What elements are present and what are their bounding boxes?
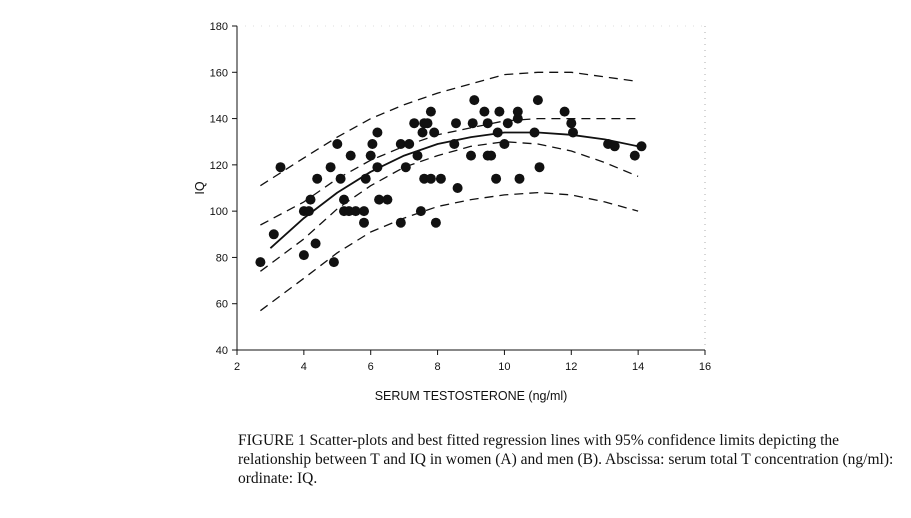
data-point [417,127,428,138]
data-point [429,127,440,138]
data-point [325,162,336,173]
data-point [559,106,570,117]
scatter-points [255,95,647,268]
data-point [365,150,376,161]
scatter-chart: 40 60 80 100 120 140 160 180 2 4 6 8 10 12 14 16 SERUM … [193,21,711,403]
data-point [367,139,378,149]
data-point [255,257,266,268]
data-point [395,217,406,228]
data-point [275,162,286,173]
axes-frame [236,25,706,351]
confidence-limit-line [260,141,639,272]
data-point [305,194,316,205]
data-point [345,150,356,161]
y-tick-label: 180 [210,21,228,33]
data-point [534,162,545,173]
data-point [372,127,383,138]
data-point [609,141,620,152]
x-tick-label: 2 [234,361,240,373]
data-point [566,118,577,129]
data-point [568,127,578,138]
data-point [451,118,461,129]
data-point [359,206,369,217]
data-point [303,206,314,217]
data-point [494,106,505,117]
data-point [360,173,371,184]
data-point [512,106,523,117]
data-point [412,150,423,161]
data-point [479,106,490,117]
data-point [529,127,540,138]
data-point [435,173,446,184]
data-point [449,139,460,149]
data-point [312,173,323,184]
figure-caption: FIGURE 1 Scatter-plots and best fitted r… [238,432,894,487]
data-point [382,194,393,205]
y-tick-label: 120 [210,160,228,172]
x-tick-label: 12 [565,361,577,373]
y-tick-label: 40 [216,345,228,357]
data-point [532,95,543,106]
confidence-limit-line [260,191,639,312]
data-point [636,141,647,152]
data-point [395,139,406,149]
data-point [400,162,411,173]
data-point [268,229,279,240]
data-point [409,118,420,129]
data-point [514,173,525,184]
x-tick-label: 14 [632,361,644,373]
data-point [425,173,436,184]
data-point [629,150,640,161]
y-axis-title: IQ [193,181,207,194]
data-point [339,194,349,205]
data-point [469,95,480,106]
data-point [350,206,361,217]
x-tick-label: 8 [435,361,441,373]
x-tick-label: 6 [368,361,374,373]
data-point [404,139,415,149]
data-point [491,173,502,184]
x-axis-title: SERUM TESTOSTERONE (ng/ml) [375,389,568,403]
y-tick-label: 100 [210,206,228,218]
data-point [332,139,343,149]
data-point [374,194,385,205]
data-point [486,150,497,161]
confidence-limit-line [260,71,639,187]
data-point [415,206,426,217]
y-tick-label: 140 [210,114,228,126]
x-tick-label: 16 [699,361,711,373]
data-point [492,127,503,138]
data-point [372,162,383,173]
data-point [467,118,478,129]
data-point [502,118,513,129]
data-point [310,238,321,249]
regression-lines [260,71,639,312]
data-point [512,113,523,124]
x-tick-label: 10 [498,361,510,373]
data-point [359,217,369,228]
x-tick-label: 4 [301,361,307,373]
data-point [328,257,339,268]
y-tick-label: 60 [216,299,228,311]
data-point [452,183,463,193]
data-point [425,106,436,117]
data-point [430,217,441,228]
data-point [335,173,346,184]
data-point [466,150,476,161]
data-point [298,250,309,261]
data-point [499,139,510,149]
y-tick-label: 160 [210,67,228,79]
axis-ticks: 40 60 80 100 120 140 160 180 2 4 6 8 10 12 14 16 [210,21,711,373]
confidence-limit-line [260,117,639,226]
data-point [422,118,433,129]
y-tick-label: 80 [216,252,228,264]
data-point [482,118,493,129]
